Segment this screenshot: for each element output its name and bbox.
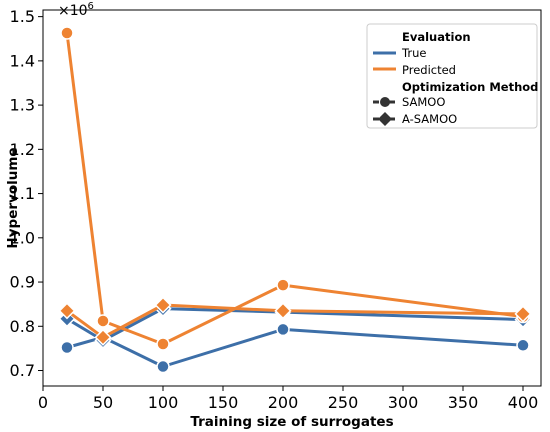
y-tick-label: 0.8 <box>10 317 35 336</box>
legend-true-label: True <box>401 46 426 60</box>
x-tick-label: 200 <box>268 393 299 412</box>
data-point <box>94 328 112 346</box>
legend-box <box>366 23 538 129</box>
legend-asamoo-label: A-SAMOO <box>402 112 457 126</box>
data-point <box>58 302 76 320</box>
legend-evaluation-header: Evaluation <box>402 30 471 44</box>
legend-samoo-label: SAMOO <box>402 95 445 109</box>
y-tick-label: 1.1 <box>10 184 35 203</box>
data-point <box>276 278 290 292</box>
data-point <box>60 340 74 355</box>
y-tick-label: 1.2 <box>10 140 35 159</box>
data-point <box>156 337 170 351</box>
series-layer <box>58 26 532 374</box>
data-point <box>516 338 530 353</box>
data-point <box>276 322 290 337</box>
data-point <box>274 302 292 320</box>
axis-ticks: 0 50 100 150 200 250 300 350 400 0.7 0.8 0.9 1.0 1.1 1… <box>10 7 539 412</box>
x-tick-label: 400 <box>508 393 539 412</box>
y-axis-title: Hypervolume <box>5 147 21 248</box>
data-point <box>154 296 172 314</box>
y-tick-label: 1.5 <box>10 7 35 26</box>
x-tick-label: 150 <box>208 393 239 412</box>
legend-samoo-marker <box>380 97 390 107</box>
legend-asamoo-marker <box>378 112 392 126</box>
x-tick-label: 250 <box>328 393 359 412</box>
data-point <box>96 314 110 328</box>
legend: Evaluation True Predicted Optimization M… <box>366 23 538 129</box>
x-tick-label: 50 <box>93 393 113 412</box>
x-tick-label: 350 <box>448 393 479 412</box>
data-point <box>514 305 532 323</box>
x-tick-label: 300 <box>388 393 419 412</box>
y-tick-label: 1.4 <box>10 51 35 70</box>
data-point <box>156 359 170 374</box>
y-tick-label: 1.0 <box>10 228 35 247</box>
x-tick-label: 100 <box>148 393 179 412</box>
x-axis-title: Training size of surrogates <box>190 414 393 430</box>
data-point <box>60 26 74 40</box>
y-tick-label: 0.9 <box>10 273 35 292</box>
y-tick-label: 1.3 <box>10 96 35 115</box>
y-tick-label: 0.7 <box>10 361 35 380</box>
plot-frame <box>42 9 542 387</box>
legend-predicted-label: Predicted <box>402 63 456 77</box>
series-predicted-a-samoo <box>58 296 532 346</box>
y-offset-label: ×106 <box>58 1 94 19</box>
legend-method-header: Optimization Method <box>402 80 538 94</box>
x-tick-label: 0 <box>38 393 48 412</box>
